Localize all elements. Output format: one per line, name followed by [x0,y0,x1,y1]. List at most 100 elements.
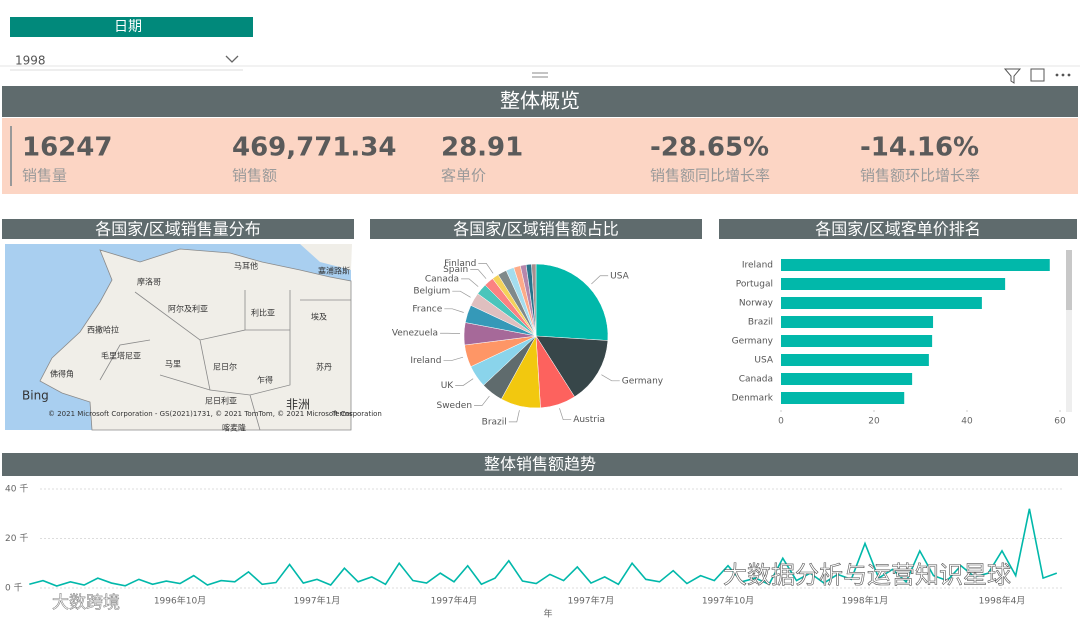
bar [781,297,982,309]
map-borders [99,290,351,431]
leader-line [470,269,487,279]
map-label: 埃及 [311,312,327,322]
overview-title: 整体概览 [500,89,580,113]
pie-title: 各国家/区域销售额占比 [453,220,618,239]
drag-handle[interactable] [532,72,548,78]
pie-label: Canada [425,274,459,284]
kpi-band [2,118,1078,194]
x-tick-label: 1997年10月 [702,595,754,607]
map-label: 尼日利亚 [205,396,237,406]
pie-label: Finland [444,259,476,269]
pie-label: France [412,304,442,314]
map-land [39,248,352,431]
map-label: 苏丹 [316,362,332,372]
leader-line [601,374,620,382]
bar [781,335,933,347]
y-tick-label: 20 千 [5,533,28,544]
y-tick-label: Brazil [748,318,773,328]
x-tick-label: 0 [778,417,784,427]
x-tick-label: 20 [868,417,880,427]
panel-header [370,219,702,239]
scrollbar-track[interactable] [1066,250,1072,412]
y-tick-label: Germany [732,337,774,347]
pie-label: USA [610,271,629,281]
map-label: 尼日尔 [213,362,237,372]
filter-icon[interactable] [1003,68,1022,84]
map-label: 喀麦隆 [222,423,246,433]
kpi-value: 16247 [22,133,112,163]
bar [781,354,929,366]
slicer-dropdown[interactable]: 1998 [10,54,243,71]
dropdown-arrow[interactable] [225,55,239,63]
x-tick-label: 1997年7月 [568,595,615,607]
pie-label: Venezuela [392,329,438,339]
y-tick-label: USA [754,356,773,366]
map-label: 塞浦路斯 [318,266,350,276]
map-label: 阿尔及利亚 [168,304,208,314]
leader-line [461,278,479,287]
slicer-value[interactable]: 1998 [15,54,46,68]
leader-line [443,356,464,361]
x-tick-label: 1997年1月 [294,595,341,607]
kpi-value: -28.65% [650,133,769,163]
y-tick-label: Canada [739,375,773,385]
line-title: 整体销售额趋势 [484,455,596,474]
more-icon[interactable] [1055,73,1071,77]
bar [781,278,1006,290]
panel-header [2,219,354,239]
leader-line [478,263,494,274]
leader-line [474,395,490,406]
pie-label: Germany [622,376,664,386]
pie-label: Spain [443,265,468,275]
leader-line [591,275,609,285]
watermark: 大数跨境 [52,593,120,613]
slicer-header [10,17,253,37]
map-label: 佛得角 [50,369,74,379]
map-label: 西撒哈拉 [87,325,119,335]
map-copyright: © 2021 Microsoft Corporation - GS(2021)1… [48,410,382,418]
pie-label: Sweden [436,401,472,411]
kpi-label: 销售额同比增长率 [650,167,770,185]
overview-header [2,86,1078,117]
pie-slice [535,335,609,398]
bar [781,392,905,404]
x-tick-label: 1998年4月 [979,595,1026,607]
y-tick-label: Norway [739,299,774,309]
y-tick-label: Portugal [736,280,773,290]
scrollbar-thumb[interactable] [1066,250,1072,310]
x-tick-label: 1997年4月 [431,595,478,607]
panel-header [719,219,1077,239]
bar [781,259,1050,271]
pie-label: Brazil [482,417,507,427]
map-logo: Bing [22,389,49,403]
map-label: 利比亚 [251,308,275,318]
x-tick-label: 60 [1054,417,1066,427]
pie-label: UK [441,381,455,391]
map-label: 马里 [165,360,181,369]
kpi-label: 销售额 [232,167,277,185]
line [29,508,1058,587]
pie-label: Belgium [413,287,450,297]
map-label: 非洲 [286,398,310,412]
map-land [300,244,352,270]
x-tick-label: 40 [961,417,973,427]
watermark: 大数据分析与运营知识星球 [723,561,1011,589]
pie-slice [535,263,609,341]
map-label: 马耳他 [234,261,258,271]
map-terms[interactable]: Terms [331,410,353,418]
y-tick-label: Ireland [742,261,773,271]
leader-line [444,308,464,313]
pie-label: Austria [573,415,605,425]
bar [781,373,913,385]
kpi-value: 469,771.34 [232,133,396,163]
map-title: 各国家/区域销售量分布 [95,220,260,239]
kpi-label: 客单价 [441,167,486,185]
focus-icon[interactable] [1030,68,1045,82]
pie-slice [531,263,537,337]
kpi-label: 销售额环比增长率 [860,167,980,185]
kpi-value: -14.16% [860,133,979,163]
map-label: 乍得 [257,375,273,385]
bar-title: 各国家/区域客单价排名 [815,220,980,239]
y-tick-label: 0 千 [5,583,23,594]
